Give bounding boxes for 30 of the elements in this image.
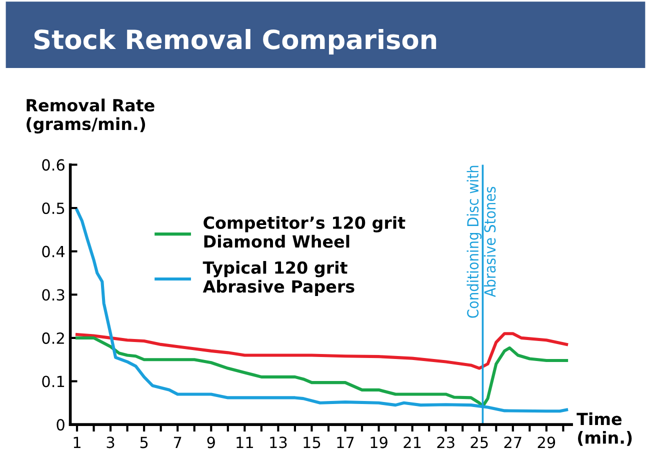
x-tick-label: 19 [370,436,388,448]
y-tick-label: 0 [56,419,64,431]
y-tick-label: 0.2 [42,332,64,344]
x-tick-label: 7 [174,436,182,448]
x-tick-label: 29 [538,436,556,448]
x-tick-label: 1 [74,436,80,448]
legend-label: Typical 120 grit Abrasive Papers [202,261,354,296]
x-tick-label: 21 [404,436,421,448]
x-tick-label: 9 [207,436,215,448]
y-tick-label: 0.3 [42,289,64,301]
y-tick-label: 0.4 [42,246,65,258]
x-axis-title: Time (min.) [576,412,632,446]
ref-line-label: Conditioning Disc with Abrasive Stones [466,166,496,318]
chart-title: Stock Removal Comparison [34,28,436,55]
x-tick-label: 25 [470,436,488,448]
x-tick-label: 23 [437,436,454,448]
y-axis-title: Removal Rate (grams/min.) [26,98,154,134]
x-tick-label: 5 [140,436,148,448]
x-tick-label: 11 [236,436,253,448]
x-tick-label: 13 [270,436,287,448]
x-tick-label: 15 [304,436,320,448]
y-tick-label: 0.5 [42,202,64,214]
legend-label: Competitor’s 120 grit Diamond Wheel [204,216,406,248]
y-tick-label: 0.6 [42,159,64,171]
y-tick-label: 0.1 [42,376,64,388]
x-tick-label: 27 [504,436,522,448]
line-series [75,332,568,370]
x-tick-label: 17 [337,436,354,448]
x-tick-label: 3 [106,436,114,448]
line-series [75,336,568,408]
